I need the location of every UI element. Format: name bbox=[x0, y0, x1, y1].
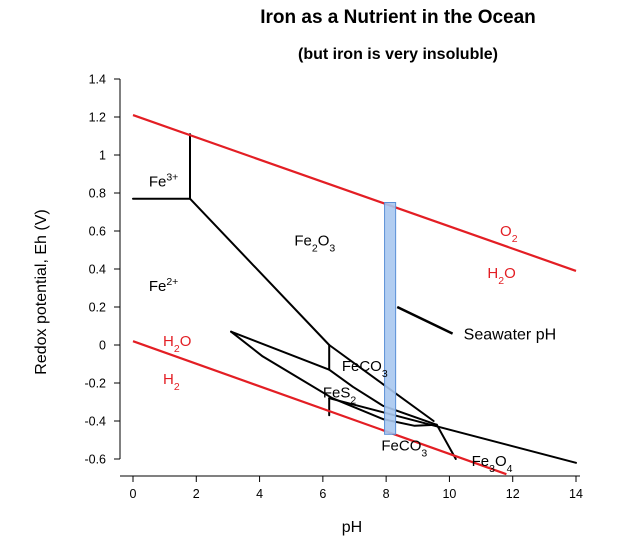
y-tick-label: 1.2 bbox=[89, 111, 106, 125]
water-species-label: H2O bbox=[487, 265, 515, 287]
region-label: Fe2O3 bbox=[294, 233, 335, 255]
x-tick-label: 14 bbox=[569, 487, 583, 501]
x-tick-label: 12 bbox=[506, 487, 520, 501]
stability-boundary-line bbox=[328, 344, 435, 422]
x-tick-label: 0 bbox=[130, 487, 137, 501]
water-stability-line bbox=[132, 114, 577, 272]
plot-area: 0 2 4 6 8 10 12 14 -0.6 -0.4 -0.2 0 0.2 0.4 0.6 0.8 1 1.2… bbox=[84, 73, 583, 502]
water-species-label: H2O bbox=[163, 333, 191, 355]
y-axis-label: Redox potential, Eh (V) bbox=[33, 209, 50, 374]
stability-boundary-line bbox=[230, 330, 438, 427]
stability-boundary-line bbox=[230, 330, 438, 426]
y-tick-label: 0.6 bbox=[89, 225, 106, 239]
seawater-ph-label: Seawater pH bbox=[464, 327, 557, 344]
region-label: Fe3O4 bbox=[472, 453, 513, 475]
y-tick-label: 1.4 bbox=[89, 73, 106, 87]
chart-subtitle: (but iron is very insoluble) bbox=[298, 46, 498, 63]
y-tick-label: 0 bbox=[99, 339, 106, 353]
y-tick-label: -0.6 bbox=[84, 453, 106, 467]
water-stability-line bbox=[132, 340, 507, 476]
x-tick-label: 4 bbox=[256, 487, 263, 501]
y-tick-label: 0.8 bbox=[89, 187, 106, 201]
y-tick-label: -0.4 bbox=[84, 415, 106, 429]
y-tick-label: 0.2 bbox=[89, 301, 106, 315]
seawater-ph-pointer bbox=[396, 305, 454, 335]
stability-boundary-line bbox=[435, 423, 457, 460]
water-species-label: O2 bbox=[500, 223, 518, 245]
region-label: Fe2+ bbox=[149, 276, 179, 295]
y-tick-label: 0.4 bbox=[89, 263, 106, 277]
x-tick-label: 10 bbox=[442, 487, 456, 501]
stability-boundary-line bbox=[189, 197, 331, 346]
x-tick-label: 2 bbox=[193, 487, 200, 501]
region-label: FeCO3 bbox=[342, 358, 388, 380]
water-species-label: H2 bbox=[163, 371, 180, 393]
region-label: FeCO3 bbox=[381, 438, 427, 460]
seawater-ph-band bbox=[384, 202, 397, 435]
y-tick-label: -0.2 bbox=[84, 377, 106, 391]
chart-title: Iron as a Nutrient in the Ocean bbox=[260, 7, 536, 28]
x-tick-label: 8 bbox=[383, 487, 390, 501]
y-tick-label: 1 bbox=[99, 149, 106, 163]
stability-boundary-line bbox=[328, 397, 577, 464]
region-label: FeS2 bbox=[323, 385, 357, 407]
x-tick-label: 6 bbox=[319, 487, 326, 501]
region-label: Fe3+ bbox=[149, 172, 179, 191]
x-axis-label: pH bbox=[342, 519, 362, 536]
